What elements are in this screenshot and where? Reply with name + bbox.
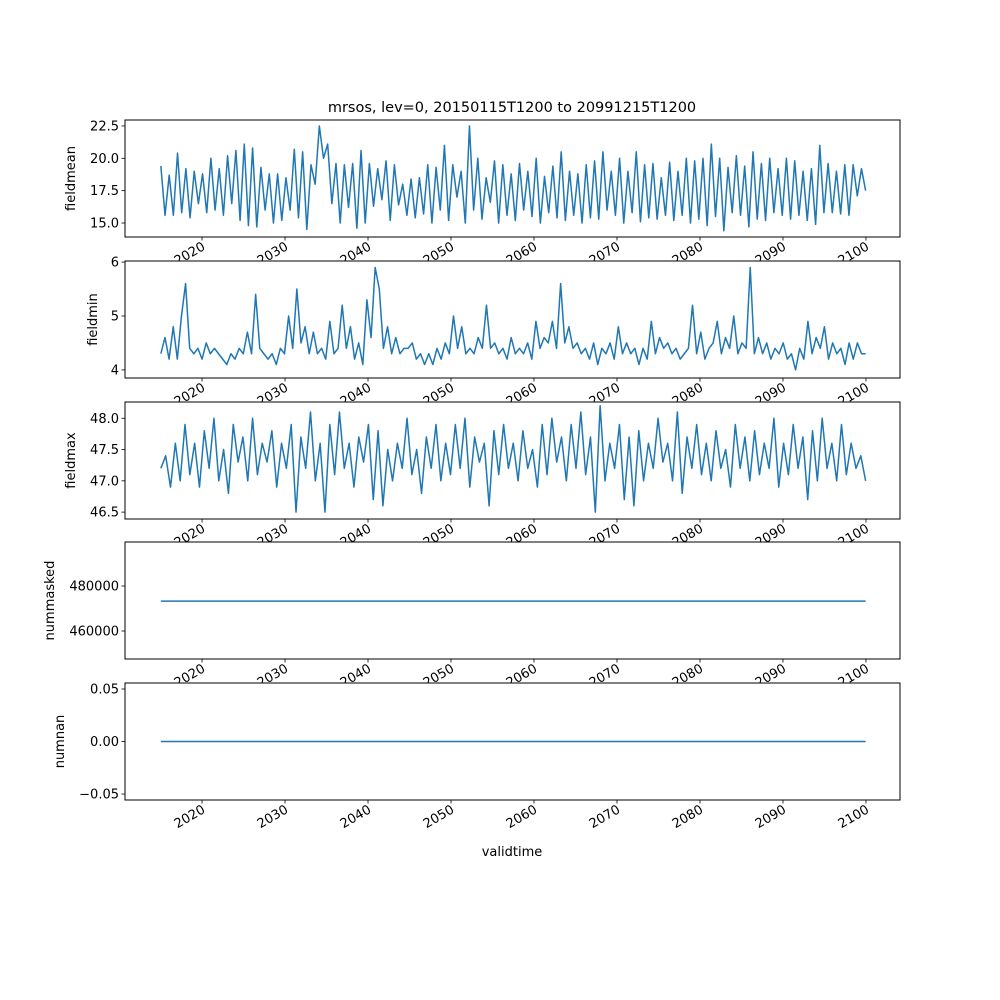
axes-frame — [124, 260, 901, 379]
y-tick-label: 480000 — [69, 580, 119, 595]
series-line-fieldmax — [160, 405, 867, 513]
y-tick-label: 17.5 — [90, 184, 119, 199]
y-axis-label: numnan — [53, 715, 68, 769]
y-axis-label: nummasked — [43, 561, 58, 641]
y-tick-label: 47.5 — [90, 443, 119, 458]
y-tick-label: 0.00 — [90, 735, 119, 750]
y-axis-label: fieldmin — [86, 293, 101, 346]
y-tick-label: 6 — [111, 256, 119, 271]
y-axis-label: fieldmax — [64, 432, 79, 489]
y-tick-label: −0.05 — [79, 788, 119, 803]
y-tick-label: 48.0 — [90, 412, 119, 427]
y-tick-label: 20.0 — [90, 152, 119, 167]
y-tick-label: 15.0 — [90, 217, 119, 232]
axes-background — [125, 261, 900, 378]
axes-background — [125, 402, 900, 519]
y-tick-label: 460000 — [69, 625, 119, 640]
chart-title: mrsos, lev=0, 20150115T1200 to 20991215T… — [328, 100, 696, 116]
x-axis-label: validtime — [482, 845, 543, 860]
series-line-fieldmean — [160, 125, 867, 232]
y-axis-label: fieldmean — [64, 146, 79, 211]
axes-frame — [124, 119, 901, 238]
axes-frame — [124, 401, 901, 520]
axes-background — [125, 120, 900, 237]
y-tick-label: 47.0 — [90, 474, 119, 489]
y-tick-label: 46.5 — [90, 506, 119, 521]
y-tick-label: 5 — [111, 309, 119, 324]
y-tick-label: 0.05 — [90, 682, 119, 697]
y-tick-label: 22.5 — [90, 119, 119, 134]
y-tick-label: 4 — [111, 363, 119, 378]
series-line-fieldmin — [160, 266, 866, 371]
axes-frame — [124, 541, 901, 660]
